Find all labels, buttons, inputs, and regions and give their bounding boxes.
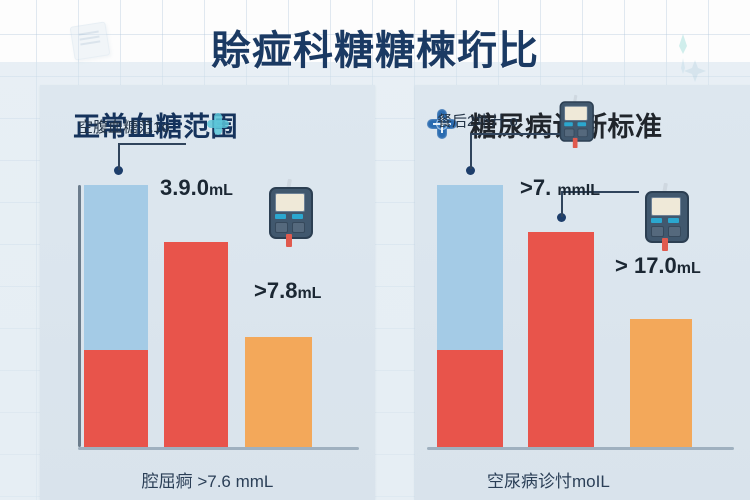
value-unit: mL	[676, 260, 701, 277]
page-title: 賒痖科糖糖楝垳比	[211, 29, 539, 73]
callout-postprandial-label: 餐后2圤廾 o	[437, 113, 518, 130]
glucose-meter-icon-right-top	[558, 94, 594, 149]
bar-1-red-segment	[84, 350, 148, 447]
y-axis-line	[78, 185, 81, 447]
sparkle-icon	[679, 34, 687, 74]
bar-1-marker-dot	[114, 166, 123, 175]
panel-right-caption: 空尿病诊忖moIL	[487, 472, 610, 491]
value-label-middle-left: 3.9.0mL	[160, 175, 233, 201]
bar-1-red-segment	[437, 350, 503, 447]
bar-2-leader-elbow	[561, 191, 639, 194]
bar-2-leader-line	[561, 191, 564, 217]
bar-1-blue	[437, 185, 503, 447]
glucose-meter-icon-right	[643, 182, 689, 251]
x-axis-line	[427, 447, 734, 450]
bar-1-leader-line	[118, 143, 121, 170]
glucose-meter-icon-left	[267, 178, 313, 247]
bar-1-blue	[84, 185, 148, 447]
panel-left-caption: 腔屈痾 >7.6 mmL	[141, 472, 274, 491]
value-label-right-right: > 17.0mL	[615, 253, 701, 279]
bar-2-red	[528, 232, 594, 447]
value-number: 3.9.0	[160, 175, 209, 200]
value-number: >7.8	[254, 278, 298, 303]
plus-sparkle-icon	[684, 60, 706, 82]
bar-1-leader-elbow	[470, 133, 582, 136]
x-axis-line	[78, 447, 359, 450]
value-unit: mL	[208, 182, 233, 199]
bar-1-marker-dot	[466, 166, 475, 175]
value-label-middle-right: >7. mmIL	[520, 175, 600, 201]
chart-normal-range: 空腹血糖范1o 3.9.0mL >7.8mL	[40, 113, 375, 500]
bar-3-orange	[630, 319, 692, 447]
callout-fasting-label: 空腹血糖范1o	[78, 119, 170, 136]
value-number: >7.	[520, 175, 552, 200]
value-unit: mmIL	[557, 182, 600, 199]
bar-1-leader-line	[470, 133, 473, 169]
small-cross-icon-left	[207, 113, 229, 135]
bar-2-red	[164, 242, 228, 447]
panel-diabetes-criteria: 糖尿病诊断标准 餐后2圤廾 o >7. mmIL >	[415, 85, 750, 500]
chart-diabetes-criteria: 餐后2圤廾 o >7. mmIL > 17.0mL	[415, 94, 750, 500]
bar-1-leader-elbow	[118, 143, 186, 146]
bar-3-orange	[245, 337, 312, 447]
panel-normal-range: 正常血糖范围 空腹血糖范1o 3.9.0mL >7.8mL	[40, 85, 375, 500]
medical-cross-icon	[427, 109, 457, 139]
value-unit: mL	[297, 285, 322, 302]
value-label-right-left: >7.8mL	[254, 278, 321, 304]
value-number: > 17.0	[615, 253, 677, 278]
bar-2-marker-dot	[557, 213, 566, 222]
